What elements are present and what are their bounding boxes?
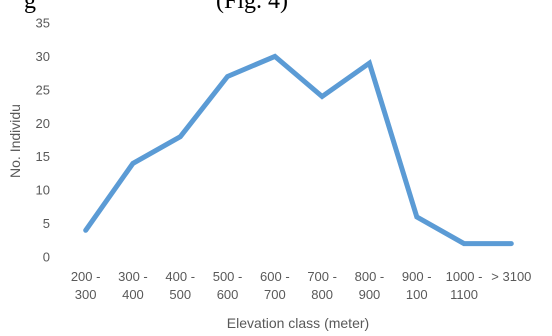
y-tick-label: 0 xyxy=(43,250,50,265)
x-tick-label: 500 - 600 xyxy=(213,269,243,302)
x-tick-label-line: 300 - xyxy=(118,269,148,284)
x-tick-label: 600 - 700 xyxy=(260,269,290,302)
x-tick-label: 400 - 500 xyxy=(165,269,195,302)
x-tick-label-line: 400 - xyxy=(165,269,195,284)
series-layer xyxy=(83,53,514,247)
x-tick-label-line: 700 xyxy=(264,287,286,302)
x-tick-label: 200 - 300 xyxy=(71,269,101,302)
x-tick-label-line: 900 - xyxy=(402,269,432,284)
x-tick-label: 900 - 100 xyxy=(402,269,432,302)
x-tick-label-line: 400 xyxy=(122,287,144,302)
x-tick-label: > 3100 xyxy=(491,269,531,284)
y-axis-title: No. Individu xyxy=(7,104,23,178)
y-tick-labels: 0 5 10 15 20 25 30 35 xyxy=(36,16,50,265)
x-tick-label-line: 800 xyxy=(311,287,333,302)
y-tick-label: 20 xyxy=(36,116,50,131)
series-line xyxy=(83,53,514,247)
x-tick-label: 800 - 900 xyxy=(355,269,385,302)
x-tick-label-line: 1000 - xyxy=(446,269,483,284)
caption-fragment: g (Fig. 4) xyxy=(0,0,552,14)
x-tick-label-line: 500 xyxy=(169,287,191,302)
y-tick-label: 5 xyxy=(43,216,50,231)
y-tick-label: 25 xyxy=(36,82,50,97)
x-axis-title: Elevation class (meter) xyxy=(227,315,369,331)
x-tick-label-line: > 3100 xyxy=(491,269,531,284)
x-tick-label-line: 300 xyxy=(75,287,97,302)
x-tick-label-line: 900 xyxy=(359,287,381,302)
x-tick-label-line: 100 xyxy=(406,287,428,302)
x-tick-label-line: 200 - xyxy=(71,269,101,284)
x-tick-label-line: 700 - xyxy=(307,269,337,284)
x-tick-label-line: 600 xyxy=(217,287,239,302)
x-tick-label: 1000 - 1100 xyxy=(446,269,483,302)
x-tick-label: 300 - 400 xyxy=(118,269,148,302)
x-tick-label-line: 800 - xyxy=(355,269,385,284)
y-tick-label: 10 xyxy=(36,183,50,198)
x-tick-label-line: 600 - xyxy=(260,269,290,284)
caption-fragment-text: g (Fig. 4) xyxy=(24,0,288,14)
y-tick-label: 35 xyxy=(36,16,50,31)
y-tick-label: 30 xyxy=(36,49,50,64)
x-tick-label-line: 1100 xyxy=(450,287,478,302)
x-tick-label-line: 500 - xyxy=(213,269,243,284)
y-tick-label: 15 xyxy=(36,149,50,164)
x-tick-labels: 200 - 300 300 - 400 400 - 500 500 - 600 600 - 700… xyxy=(71,269,532,302)
x-tick-label: 700 - 800 xyxy=(307,269,337,302)
